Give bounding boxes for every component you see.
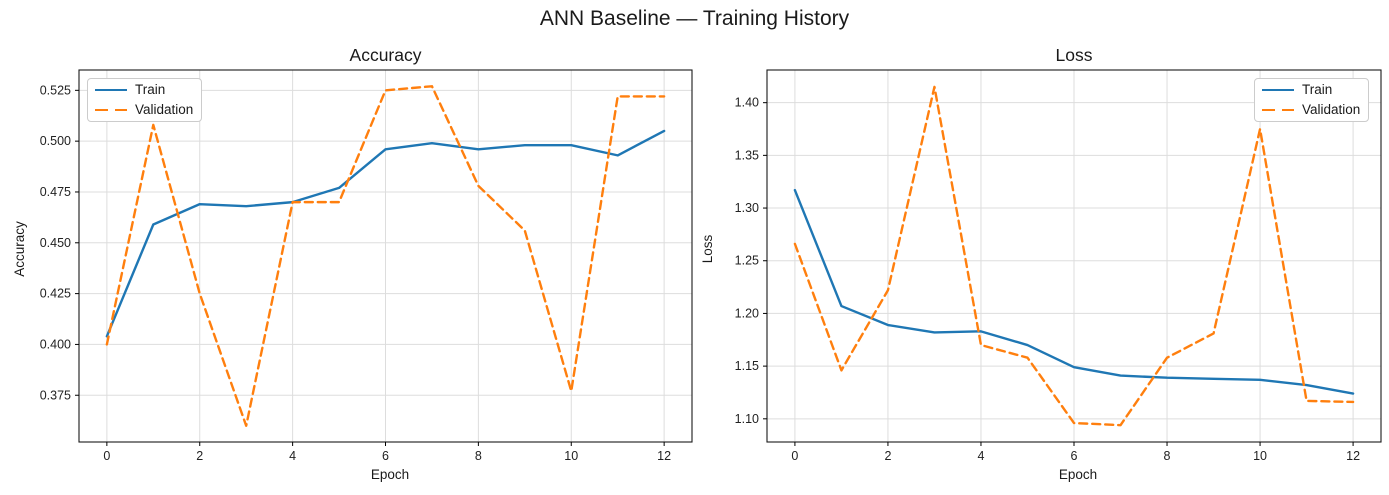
svg-text:6: 6 — [382, 449, 389, 463]
svg-text:1.25: 1.25 — [735, 254, 759, 268]
svg-text:6: 6 — [1071, 449, 1078, 463]
svg-text:0.475: 0.475 — [40, 185, 71, 199]
svg-text:4: 4 — [289, 449, 296, 463]
svg-text:1.40: 1.40 — [735, 96, 759, 110]
svg-text:1.35: 1.35 — [735, 148, 759, 162]
svg-text:0.500: 0.500 — [40, 134, 71, 148]
svg-text:0.375: 0.375 — [40, 388, 71, 402]
svg-text:2: 2 — [884, 449, 891, 463]
svg-text:0.400: 0.400 — [40, 337, 71, 351]
svg-text:0: 0 — [103, 449, 110, 463]
svg-text:10: 10 — [564, 449, 578, 463]
svg-text:8: 8 — [1164, 449, 1171, 463]
svg-text:10: 10 — [1253, 449, 1267, 463]
svg-text:2: 2 — [196, 449, 203, 463]
svg-text:12: 12 — [657, 449, 671, 463]
svg-text:1.30: 1.30 — [735, 201, 759, 215]
svg-text:0: 0 — [791, 449, 798, 463]
svg-text:0.450: 0.450 — [40, 236, 71, 250]
svg-text:0.525: 0.525 — [40, 83, 71, 97]
svg-text:0.425: 0.425 — [40, 287, 71, 301]
svg-text:1.10: 1.10 — [735, 412, 759, 426]
svg-text:4: 4 — [977, 449, 984, 463]
svg-text:1.20: 1.20 — [735, 306, 759, 320]
svg-text:8: 8 — [475, 449, 482, 463]
svg-text:1.15: 1.15 — [735, 359, 759, 373]
svg-text:12: 12 — [1346, 449, 1360, 463]
